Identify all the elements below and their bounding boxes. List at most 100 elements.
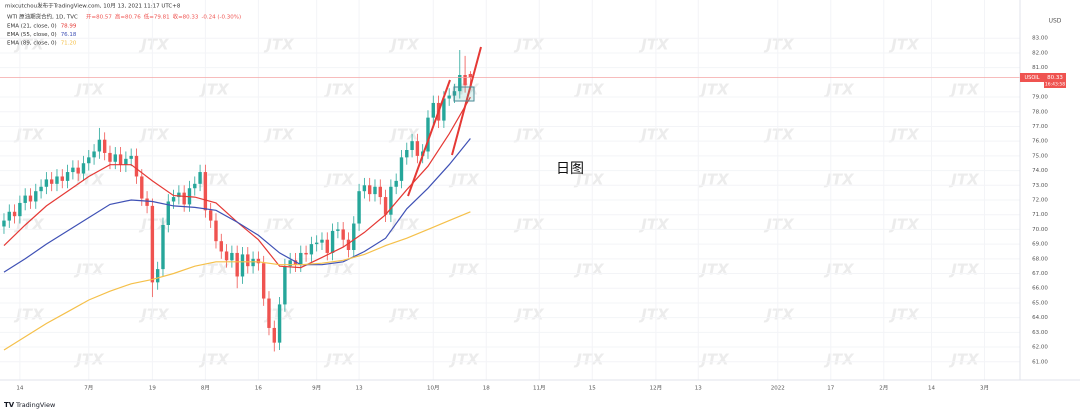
watermark: JTX xyxy=(698,81,730,99)
brand-logo: TV xyxy=(4,401,15,409)
x-tick-label: 13 xyxy=(695,386,702,392)
candle-body xyxy=(28,195,33,202)
watermark: JTX xyxy=(638,216,670,234)
watermark: JTX xyxy=(198,171,230,189)
watermark: JTX xyxy=(513,216,545,234)
ohlc-label: 收=80.33 xyxy=(173,13,199,21)
watermark: JTX xyxy=(198,351,230,369)
watermark: JTX xyxy=(573,261,605,279)
watermark: JTX xyxy=(763,306,795,324)
watermark: JTX xyxy=(138,126,170,144)
x-tick-label: 2月 xyxy=(879,385,888,392)
candle-body xyxy=(277,304,282,343)
candle-body xyxy=(44,179,49,187)
x-tick-label: 12月 xyxy=(650,385,663,392)
x-tick-label: 8月 xyxy=(201,385,210,392)
candle-body xyxy=(214,220,218,242)
watermark: JTX xyxy=(888,306,920,324)
candle-body xyxy=(299,252,303,265)
candle-body xyxy=(150,205,155,283)
candle-body xyxy=(113,154,117,162)
candle-body xyxy=(251,258,255,267)
candle-body xyxy=(7,211,11,221)
watermark: JTX xyxy=(198,261,230,279)
y-tick-label: 65.00 xyxy=(1032,300,1048,306)
candle-body xyxy=(314,242,319,245)
watermark: JTX xyxy=(638,36,670,54)
watermark: JTX xyxy=(388,306,420,324)
candle-body xyxy=(219,241,223,252)
currency: USD xyxy=(1049,18,1062,25)
x-tick-label: 13 xyxy=(356,386,363,392)
legend-name: EMA (55, close, 0) xyxy=(7,32,57,38)
candle-body xyxy=(60,176,64,181)
candle-body xyxy=(23,195,27,203)
watermark: JTX xyxy=(323,261,355,279)
footer xyxy=(0,396,1080,414)
ohlc-label: 高=80.76 xyxy=(115,13,141,21)
x-tick-label: 10月 xyxy=(427,385,440,392)
watermark: JTX xyxy=(888,36,920,54)
watermark: JTX xyxy=(823,261,855,279)
y-tick-label: 73.00 xyxy=(1032,183,1048,189)
ema-line xyxy=(3,211,471,351)
watermark: JTX xyxy=(948,351,980,369)
candle-body xyxy=(49,179,54,184)
watermark: JTX xyxy=(513,36,545,54)
legend-name: EMA (89, close, 0) xyxy=(7,41,57,47)
candle-body xyxy=(71,167,75,173)
candle-body xyxy=(352,223,356,250)
watermark: JTX xyxy=(573,351,605,369)
y-tick-label: 76.00 xyxy=(1032,139,1048,145)
watermark: JTX xyxy=(138,216,170,234)
watermark: JTX xyxy=(13,36,45,54)
candle-body xyxy=(34,191,38,202)
watermark: JTX xyxy=(888,216,920,234)
candle-body xyxy=(283,266,287,305)
y-tick-label: 69.00 xyxy=(1032,242,1048,248)
y-tick-label: 74.00 xyxy=(1032,168,1048,174)
ema-line xyxy=(3,138,471,273)
candle-body xyxy=(394,180,398,187)
candle-body xyxy=(18,202,22,217)
candle-body xyxy=(373,186,377,195)
candle-body xyxy=(208,210,213,221)
brand: TradingView xyxy=(15,401,56,409)
y-tick-label: 61.00 xyxy=(1032,359,1048,365)
x-tick-label: 3月 xyxy=(980,385,989,392)
candle-body xyxy=(102,139,107,153)
candle-body xyxy=(92,151,96,158)
candle-body xyxy=(415,141,420,156)
candle-body xyxy=(468,73,473,78)
candle-body xyxy=(166,201,170,225)
candle-body xyxy=(155,269,160,283)
candle-body xyxy=(267,298,271,328)
ohlc-label: -0.24 (-0.30%) xyxy=(201,15,241,21)
watermark: JTX xyxy=(513,126,545,144)
candle-body xyxy=(55,176,59,184)
x-tick-label: 15 xyxy=(589,386,596,392)
candle-body xyxy=(410,141,414,150)
candle-body xyxy=(140,176,144,199)
watermark: JTX xyxy=(323,351,355,369)
candle-body xyxy=(161,225,165,270)
candle-body xyxy=(198,172,202,184)
candle-body xyxy=(288,260,292,267)
y-tick-label: 79.00 xyxy=(1032,95,1048,101)
axes: 61.00 62.00 63.00 64.00 65.00 66.00 67.00 68.00… xyxy=(16,36,1066,392)
y-tick-label: 71.00 xyxy=(1032,212,1048,218)
y-tick-label: 66.00 xyxy=(1032,286,1048,292)
price-tag-ticker: USOIL xyxy=(1024,75,1039,81)
candle-body xyxy=(293,260,298,265)
x-tick-label: 14 xyxy=(928,386,935,392)
x-tick-label: 7月 xyxy=(84,385,93,392)
candle-body xyxy=(145,198,149,206)
candle-body xyxy=(426,117,430,152)
y-tick-label: 68.00 xyxy=(1032,256,1048,262)
candle-body xyxy=(309,244,314,255)
candle-body xyxy=(405,150,409,158)
candle-body xyxy=(463,75,467,86)
candle-body xyxy=(193,183,197,189)
legend-value: 71.20 xyxy=(61,41,77,47)
watermark: JTX xyxy=(948,81,980,99)
